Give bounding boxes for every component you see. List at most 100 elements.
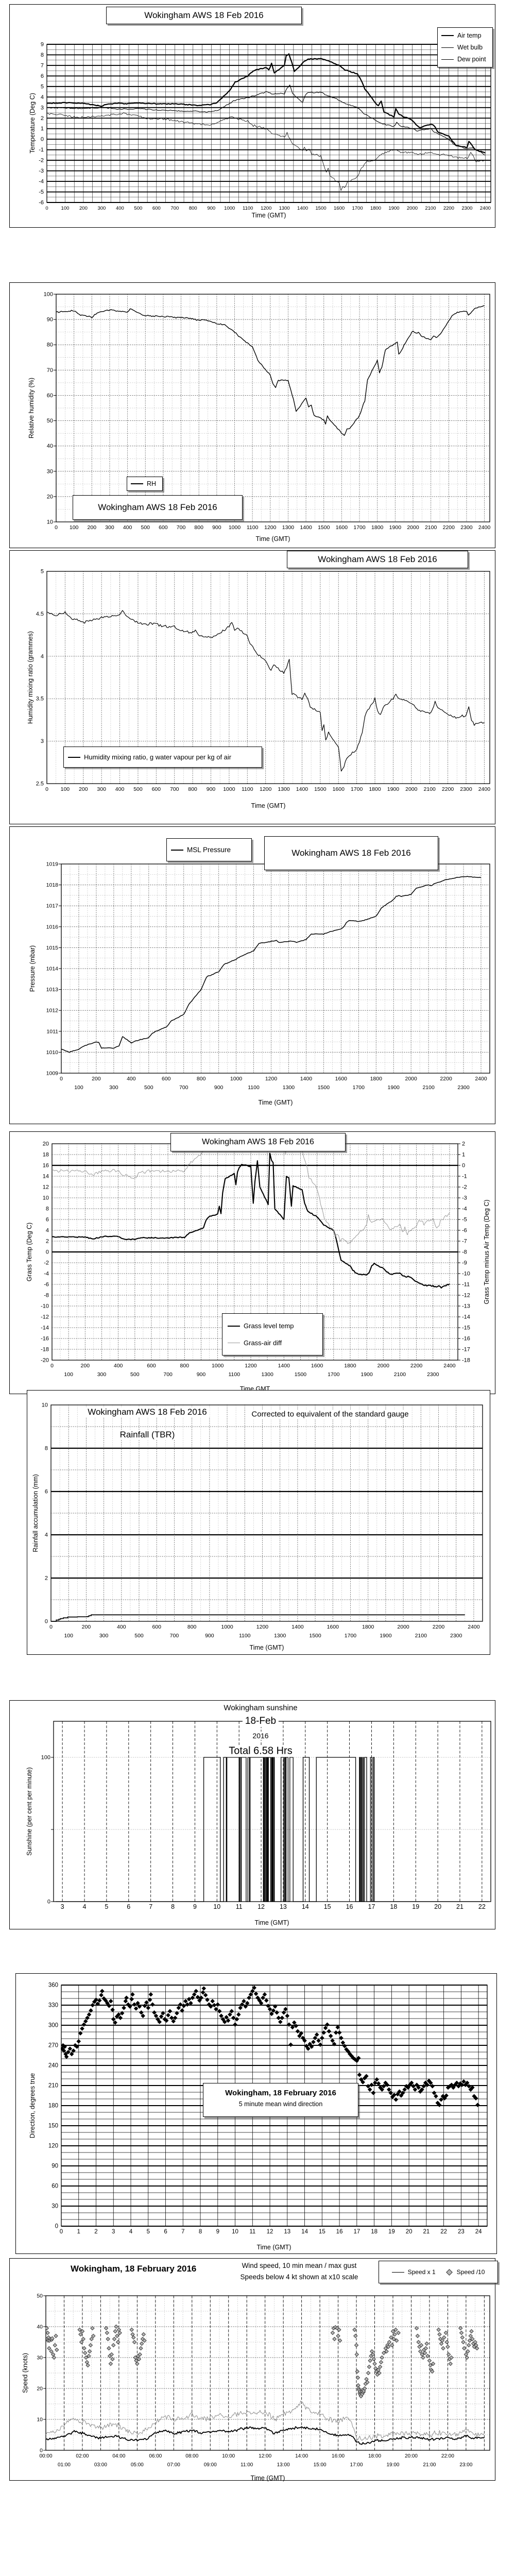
svg-text:4: 4 xyxy=(129,2229,133,2235)
svg-text:1012: 1012 xyxy=(46,1008,59,1014)
svg-text:800: 800 xyxy=(180,1363,190,1369)
svg-text:-4: -4 xyxy=(39,179,44,185)
svg-text:600: 600 xyxy=(162,1076,171,1082)
svg-text:50: 50 xyxy=(37,2293,43,2299)
svg-text:-3: -3 xyxy=(39,168,44,174)
svg-text:18: 18 xyxy=(43,1152,49,1158)
svg-text:-1: -1 xyxy=(462,1174,467,1180)
svg-text:20:00: 20:00 xyxy=(405,2453,418,2459)
legend-label: Speed /10 xyxy=(456,2268,485,2276)
dew-point-line-sample xyxy=(441,59,454,60)
svg-text:1000: 1000 xyxy=(230,1076,243,1082)
svg-text:300: 300 xyxy=(97,1371,107,1378)
svg-text:1700: 1700 xyxy=(353,1084,365,1091)
svg-text:1010: 1010 xyxy=(46,1049,59,1056)
svg-text:700: 700 xyxy=(170,1633,179,1639)
svg-text:1700: 1700 xyxy=(353,524,366,531)
y-axis-title-left: Grass Temp (Deg C) xyxy=(26,1222,33,1282)
svg-text:60: 60 xyxy=(47,393,53,399)
svg-text:17: 17 xyxy=(353,2229,360,2235)
svg-text:16: 16 xyxy=(336,2229,343,2235)
svg-text:19: 19 xyxy=(412,1903,419,1910)
legend: Air temp Wet bulb Dew point xyxy=(437,27,493,67)
svg-text:-10: -10 xyxy=(41,1303,49,1310)
svg-text:700: 700 xyxy=(163,1371,173,1378)
svg-text:2: 2 xyxy=(45,1575,48,1582)
svg-text:1200: 1200 xyxy=(265,1076,278,1082)
svg-text:1600: 1600 xyxy=(335,1076,348,1082)
legend-label: Speed x 1 xyxy=(407,2268,436,2276)
svg-text:2100: 2100 xyxy=(425,524,437,531)
svg-text:-17: -17 xyxy=(462,1347,470,1353)
svg-text:500: 500 xyxy=(133,786,143,792)
svg-text:15: 15 xyxy=(324,1903,331,1910)
chart-title: Wokingham AWS 18 Feb 2016 xyxy=(106,7,302,24)
svg-text:1011: 1011 xyxy=(46,1028,58,1035)
svg-text:11:00: 11:00 xyxy=(241,2462,253,2468)
svg-text:14: 14 xyxy=(302,1903,309,1910)
y-axis-title: Pressure (mbar) xyxy=(29,945,36,992)
chart-title: Wokingham AWS 18 Feb 2016 xyxy=(264,836,438,870)
svg-text:2400: 2400 xyxy=(480,206,491,211)
svg-text:9: 9 xyxy=(193,1903,197,1910)
svg-text:01:00: 01:00 xyxy=(58,2462,71,2468)
svg-text:0: 0 xyxy=(60,2229,63,2235)
svg-text:0: 0 xyxy=(55,2224,58,2230)
svg-text:1700: 1700 xyxy=(345,1633,357,1639)
svg-text:900: 900 xyxy=(197,1371,206,1378)
svg-text:30: 30 xyxy=(52,2204,58,2210)
legend-item-dew-point: Dew point xyxy=(441,56,489,63)
svg-text:22: 22 xyxy=(478,1903,486,1910)
svg-text:2000: 2000 xyxy=(397,1624,409,1630)
svg-text:1800: 1800 xyxy=(371,524,384,531)
svg-text:-6: -6 xyxy=(44,1282,49,1288)
svg-text:400: 400 xyxy=(116,206,124,211)
svg-text:2000: 2000 xyxy=(407,206,418,211)
svg-text:3: 3 xyxy=(41,105,44,111)
svg-text:-14: -14 xyxy=(41,1325,49,1331)
svg-text:2: 2 xyxy=(46,1239,49,1245)
svg-text:16: 16 xyxy=(346,1903,353,1910)
x-axis-title: Time (GMT) xyxy=(255,535,290,543)
svg-text:200: 200 xyxy=(79,206,88,211)
svg-text:1800: 1800 xyxy=(344,1363,356,1369)
svg-text:360: 360 xyxy=(48,1982,58,1989)
svg-text:210: 210 xyxy=(48,2083,58,2089)
svg-text:2: 2 xyxy=(41,115,44,122)
svg-text:4: 4 xyxy=(41,653,44,659)
svg-text:270: 270 xyxy=(48,2043,58,2049)
chart-title-box: Wokingham, 18 February 2016 5 minute mea… xyxy=(203,2083,358,2117)
relative-humidity-plot: 0 100 200 300 400 500 600 700 800 900 1000 1100 1200… xyxy=(44,292,491,531)
wind-direction-chart-panel: 0 1 2 3 4 5 6 7 8 9 10 11 12 13 14 15 16 17 18 19 20 21 22 23 24… xyxy=(15,1973,497,2254)
svg-text:3: 3 xyxy=(61,1903,64,1910)
svg-text:1900: 1900 xyxy=(387,786,400,792)
svg-text:300: 300 xyxy=(48,2023,58,2029)
svg-text:0: 0 xyxy=(40,2448,43,2454)
wind-speed-chart-panel: 00:00 01:00 02:00 03:00 04:00 05:00 06:00 07:00… xyxy=(9,2258,498,2482)
svg-text:-2: -2 xyxy=(44,1260,49,1266)
svg-text:1300: 1300 xyxy=(278,786,290,792)
svg-text:10: 10 xyxy=(42,1402,48,1409)
svg-text:1500: 1500 xyxy=(318,524,330,531)
svg-text:1400: 1400 xyxy=(278,1363,290,1369)
svg-text:19:00: 19:00 xyxy=(386,2462,399,2468)
svg-text:40: 40 xyxy=(47,443,53,449)
svg-text:1500: 1500 xyxy=(314,786,327,792)
svg-text:1300: 1300 xyxy=(282,524,295,531)
svg-text:1900: 1900 xyxy=(388,206,399,211)
svg-text:21:00: 21:00 xyxy=(423,2462,436,2468)
svg-text:-18: -18 xyxy=(462,1358,470,1364)
svg-text:12:00: 12:00 xyxy=(259,2453,271,2459)
svg-text:-8: -8 xyxy=(44,1293,49,1299)
svg-text:16: 16 xyxy=(43,1163,49,1169)
svg-text:900: 900 xyxy=(214,1084,224,1091)
svg-text:13: 13 xyxy=(280,1903,287,1910)
svg-text:10: 10 xyxy=(232,2229,238,2235)
chart-title: Wokingham AWS 18 Feb 2016 xyxy=(287,551,468,568)
svg-text:1300: 1300 xyxy=(261,1371,273,1378)
svg-text:24: 24 xyxy=(475,2229,482,2235)
svg-text:2100: 2100 xyxy=(394,1371,406,1378)
legend-item-mixing-ratio: Humidity mixing ratio, g water vapour pe… xyxy=(68,753,258,761)
svg-text:1400: 1400 xyxy=(300,524,312,531)
svg-text:1017: 1017 xyxy=(46,903,59,909)
